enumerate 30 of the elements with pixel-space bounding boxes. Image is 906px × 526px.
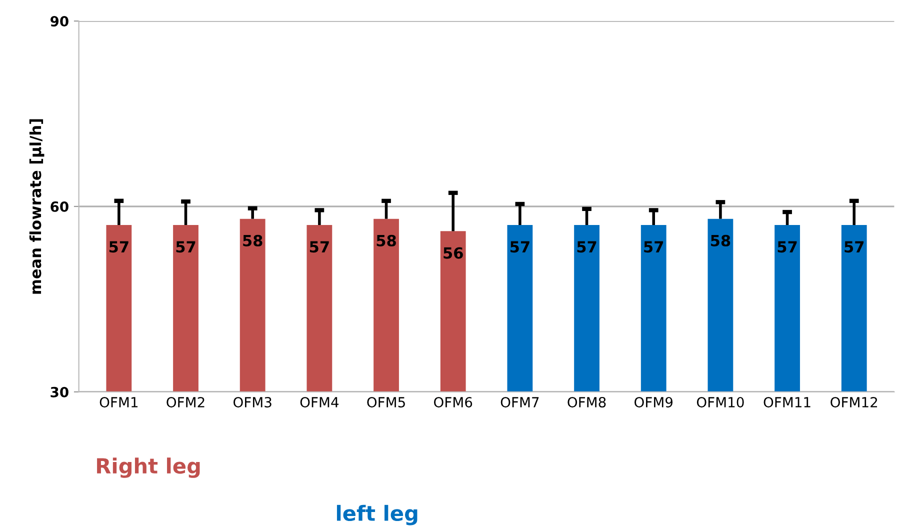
x-tick-label: OFM5: [367, 396, 405, 408]
data-label: 57: [510, 241, 530, 253]
data-label: 58: [376, 234, 396, 246]
data-label: 57: [310, 241, 329, 253]
data-label: 58: [710, 234, 730, 246]
x-tick-label: OFM12: [830, 396, 878, 408]
data-label: 57: [176, 241, 196, 253]
data-label: 57: [644, 241, 664, 253]
x-tick-label: OFM2: [166, 396, 204, 408]
x-tick-label: OFM4: [300, 396, 339, 408]
y-axis-title: mean flowrate [µl/h]: [29, 119, 44, 294]
y-tick-label: 60: [50, 201, 68, 212]
x-tick-label: OFM10: [696, 396, 744, 408]
text: left leg: [336, 504, 418, 526]
x-tick-label: OFM1: [100, 396, 138, 408]
x-tick-label: OFM6: [434, 396, 472, 408]
data-label: 56: [444, 247, 463, 259]
x-tick-label: OFM9: [634, 396, 673, 408]
data-label: 57: [577, 241, 596, 253]
x-tick-label: OFM8: [568, 396, 606, 408]
data-label: 57: [109, 241, 128, 253]
data-label: 58: [243, 234, 262, 246]
y-tick-label: 30: [50, 386, 68, 398]
y-tick-label: 90: [50, 16, 68, 27]
data-label: 57: [778, 241, 797, 253]
text: Right leg: [97, 458, 200, 478]
data-label: 57: [844, 241, 864, 253]
x-tick-label: OFM7: [500, 396, 539, 408]
x-tick-label: OFM11: [764, 396, 810, 408]
x-tick-label: OFM3: [234, 396, 272, 408]
